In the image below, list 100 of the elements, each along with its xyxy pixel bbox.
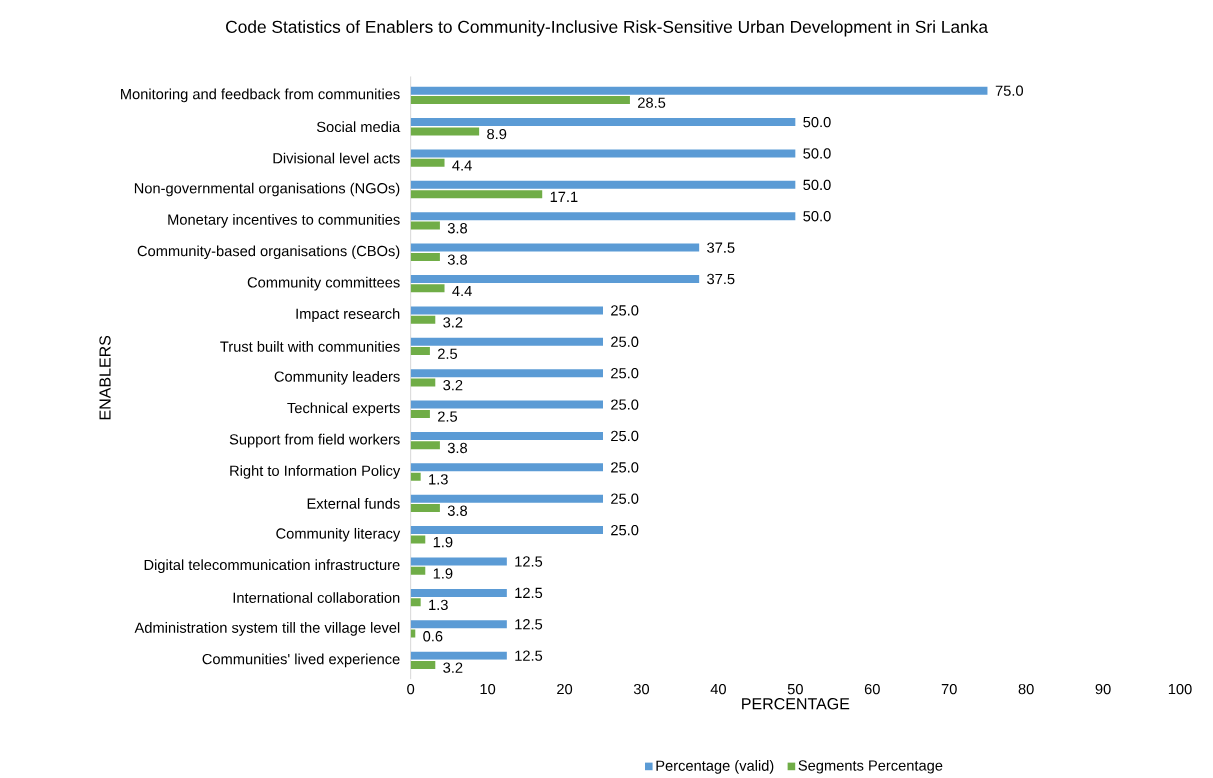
bar: [410, 158, 445, 167]
y-tick-label: Community-based organisations (CBOs): [137, 245, 400, 260]
y-tick-label: Technical experts: [287, 402, 400, 417]
bar: [410, 526, 603, 535]
data-label: 12.5: [515, 650, 543, 661]
y-tick-label: Support from field workers: [229, 433, 400, 448]
data-label: 1.3: [429, 474, 448, 485]
bar: [410, 400, 603, 409]
data-label: 50.0: [803, 179, 831, 190]
data-label: 3.8: [447, 223, 468, 234]
bar: [410, 409, 430, 418]
y-tick-label: Digital telecommunication infrastructure: [144, 559, 400, 573]
y-tick-label: Trust built with communities: [220, 341, 400, 352]
data-label: 25.0: [611, 462, 639, 473]
data-label: 12.5: [515, 619, 543, 630]
data-label: 3.2: [443, 662, 463, 673]
y-tick-label: Right to Information Policy: [230, 465, 401, 479]
data-label: 3.2: [443, 317, 463, 328]
data-label: 3.8: [447, 505, 468, 516]
x-tick-label: 30: [633, 683, 650, 695]
data-label: 0.6: [423, 631, 443, 642]
data-label: 25.0: [611, 493, 639, 504]
data-label: 37.5: [707, 273, 735, 285]
y-tick-label: Communities' lived experience: [202, 653, 400, 668]
data-label: 25.0: [611, 399, 639, 410]
data-label: 3.8: [447, 254, 468, 265]
data-label: 2.5: [438, 348, 458, 359]
data-label: 2.5: [438, 411, 458, 422]
bar: [410, 369, 603, 378]
data-label: 25.0: [611, 430, 639, 442]
bar: [410, 566, 426, 575]
y-tick-label: Monetary incentives to communities: [168, 214, 400, 228]
y-tick-label: Divisional level acts: [273, 152, 400, 164]
data-label: 50.0: [803, 116, 831, 128]
x-tick-label: 50: [787, 683, 803, 695]
data-label: 28.5: [638, 97, 666, 108]
data-label: 4.4: [452, 285, 472, 297]
x-tick-label: 0: [407, 683, 415, 695]
y-tick-label: Community leaders: [274, 370, 400, 385]
bar: [410, 588, 507, 597]
legend-label: Percentage (valid): [656, 760, 774, 774]
bar: [410, 315, 436, 324]
bar: [410, 660, 436, 669]
bar: [410, 95, 630, 104]
bar: [410, 306, 603, 315]
x-tick-label: 70: [941, 683, 957, 695]
y-tick-label: Community literacy: [276, 527, 401, 542]
bar: [410, 190, 543, 199]
x-tick-label: 90: [1095, 683, 1111, 695]
data-label: 3.2: [443, 379, 463, 391]
data-label: 25.0: [611, 305, 639, 316]
y-tick-label: External funds: [307, 497, 400, 509]
data-label: 25.0: [611, 367, 639, 379]
bar: [410, 463, 603, 472]
data-label: 50.0: [803, 211, 831, 222]
data-label: 8.9: [487, 128, 507, 140]
bar: [410, 252, 440, 261]
data-label: 1.3: [429, 599, 448, 611]
bar: [410, 441, 440, 450]
bar: [410, 118, 796, 127]
data-label: 4.4: [452, 160, 472, 171]
data-label: 75.0: [995, 85, 1024, 96]
data-label: 37.5: [707, 242, 735, 253]
x-tick-label: 40: [710, 683, 726, 695]
bar: [410, 504, 440, 513]
y-tick-label: Community committees: [247, 276, 400, 291]
bar: [410, 243, 700, 252]
data-label: 12.5: [515, 587, 543, 599]
data-label: 17.1: [550, 191, 578, 202]
bar: [410, 598, 421, 607]
x-tick-label: 60: [864, 683, 880, 695]
bar: [410, 127, 480, 136]
y-tick-label: Administration system till the village level: [134, 622, 400, 636]
bar: [410, 472, 421, 481]
bar: [410, 557, 507, 566]
bar: [410, 284, 445, 293]
x-tick-label: 80: [1018, 683, 1034, 695]
bar: [410, 535, 426, 544]
y-tick-label: Social media: [316, 121, 401, 133]
y-tick-label: Non-governmental organisations (NGOs): [134, 182, 400, 197]
bar: [410, 337, 603, 346]
data-label: 3.8: [447, 442, 468, 454]
bar: [410, 212, 796, 221]
bar: [410, 431, 603, 440]
x-tick-label: 100: [1168, 683, 1192, 695]
bar: [410, 620, 507, 629]
y-tick-label: Monitoring and feedback from communities: [121, 88, 400, 103]
bar: [410, 347, 430, 356]
y-axis-title: ENABLERS: [99, 335, 111, 420]
bar: [410, 378, 436, 387]
data-label: 50.0: [803, 148, 831, 159]
data-label: 12.5: [515, 556, 543, 567]
bar: [410, 274, 700, 283]
x-axis-title: PERCENTAGE: [742, 698, 850, 710]
data-label: 1.9: [433, 568, 453, 579]
y-tick-label: Impact research: [296, 308, 400, 322]
data-label: 25.0: [611, 336, 639, 347]
bar: [410, 180, 796, 189]
bar: [410, 221, 440, 230]
chart-title: Code Statistics of Enablers to Community-Inclusive Risk-Sensitive Urban Development in Sri Lanka: [226, 20, 989, 37]
